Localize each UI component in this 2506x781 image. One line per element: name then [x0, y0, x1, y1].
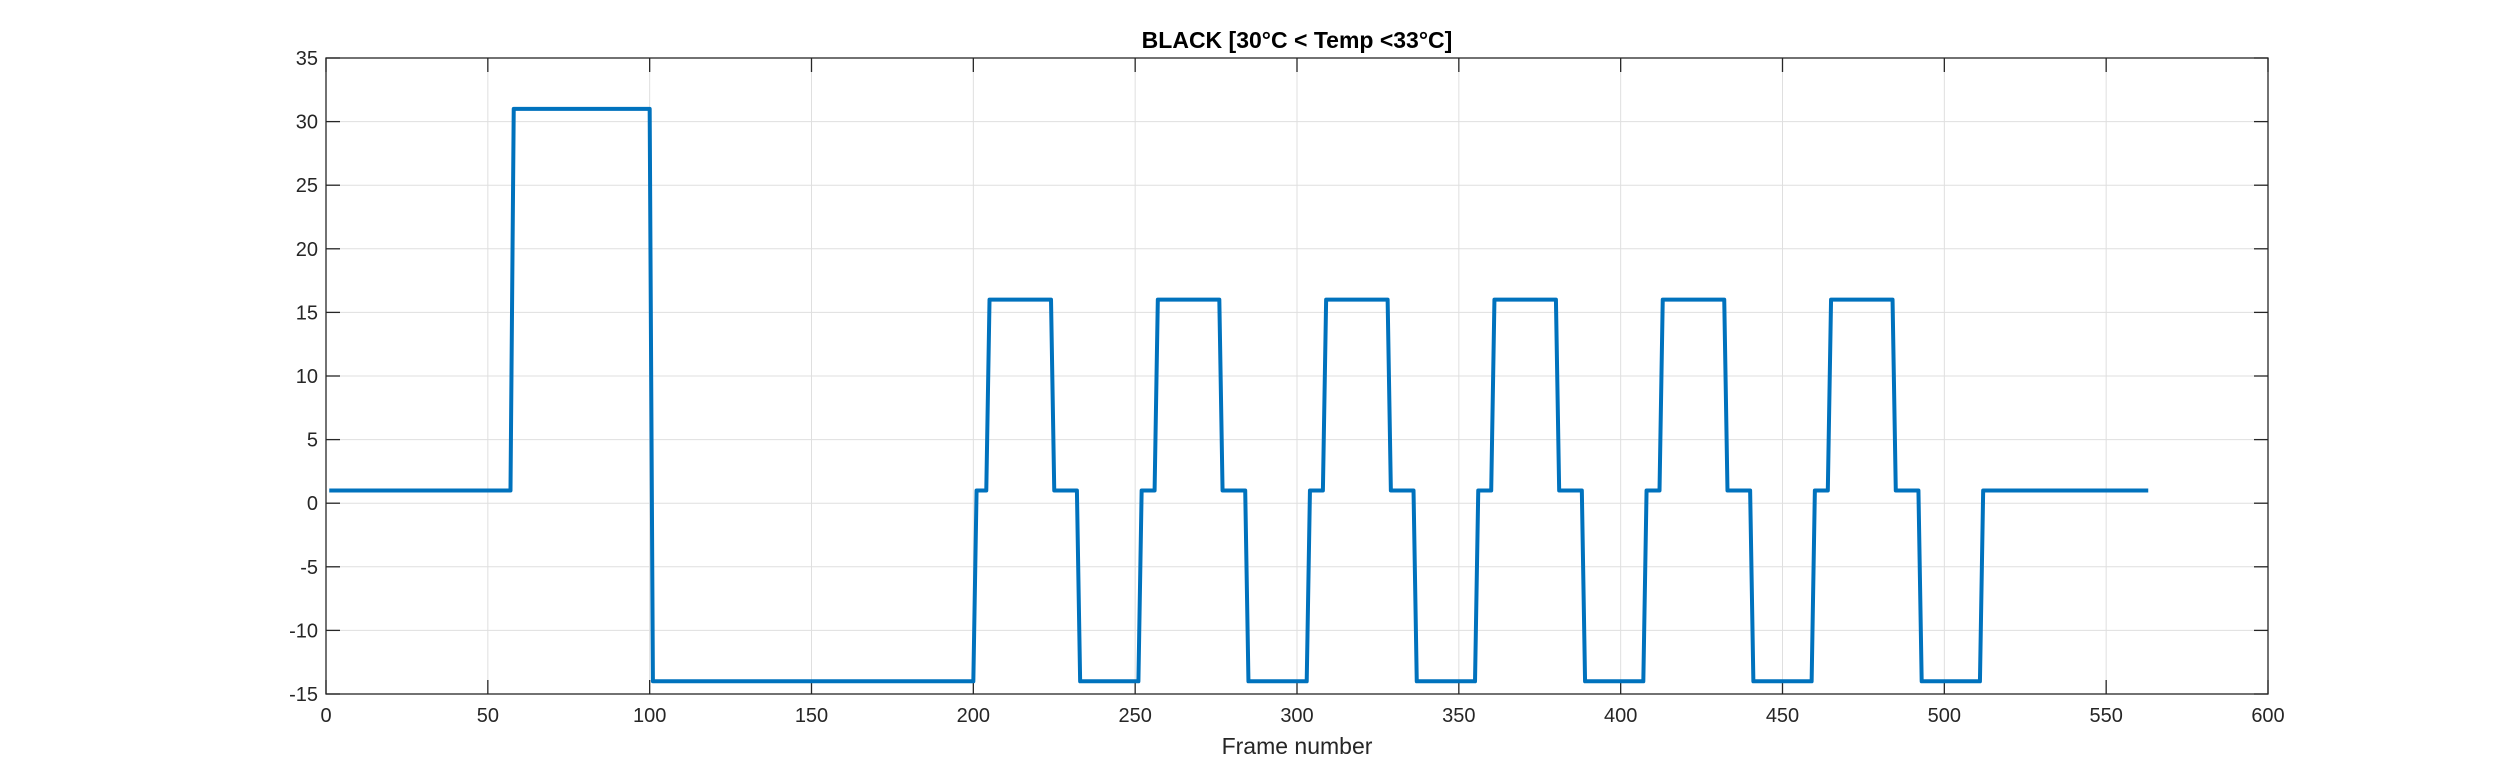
axis-ticks — [325, 57, 2269, 695]
series-layer — [329, 106, 2149, 684]
y-tick-label: 30 — [296, 112, 318, 134]
x-tick-label: 200 — [957, 705, 990, 727]
y-axis-tick-labels: -15 -10 -5 0 5 10 15 20 25 30 35 — [289, 48, 318, 706]
x-tick-label: 350 — [1442, 705, 1475, 727]
y-tick-label: 35 — [296, 48, 318, 70]
y-tick-label: 25 — [296, 175, 318, 197]
y-tick-label: -15 — [289, 684, 318, 706]
x-tick-label: 450 — [1766, 705, 1799, 727]
x-tick-label: 0 — [320, 705, 331, 727]
y-tick-label: 5 — [307, 430, 318, 452]
x-tick-label: 500 — [1928, 705, 1961, 727]
x-tick-label: 50 — [477, 705, 499, 727]
x-tick-label: 300 — [1280, 705, 1313, 727]
y-tick-label: -10 — [289, 620, 318, 642]
x-tick-label: 100 — [633, 705, 666, 727]
y-tick-label: 20 — [296, 239, 318, 261]
y-tick-label: -5 — [300, 557, 318, 579]
y-tick-label: 15 — [296, 302, 318, 324]
x-axis-label: Frame number — [1222, 733, 1373, 759]
y-tick-label: 10 — [296, 366, 318, 388]
x-tick-label: 250 — [1118, 705, 1151, 727]
grid-lines — [325, 57, 2269, 695]
x-tick-label: 400 — [1604, 705, 1637, 727]
chart-title: BLACK [30°C < Temp <33°C] — [1142, 27, 1453, 53]
x-axis-tick-labels: 0 50 100 150 200 250 300 350 400 450 500 550 600 — [320, 705, 2284, 727]
y-tick-label: 0 — [307, 493, 318, 515]
series-line — [329, 106, 2149, 684]
x-tick-label: 550 — [2089, 705, 2122, 727]
x-tick-label: 600 — [2251, 705, 2284, 727]
x-tick-label: 150 — [795, 705, 828, 727]
